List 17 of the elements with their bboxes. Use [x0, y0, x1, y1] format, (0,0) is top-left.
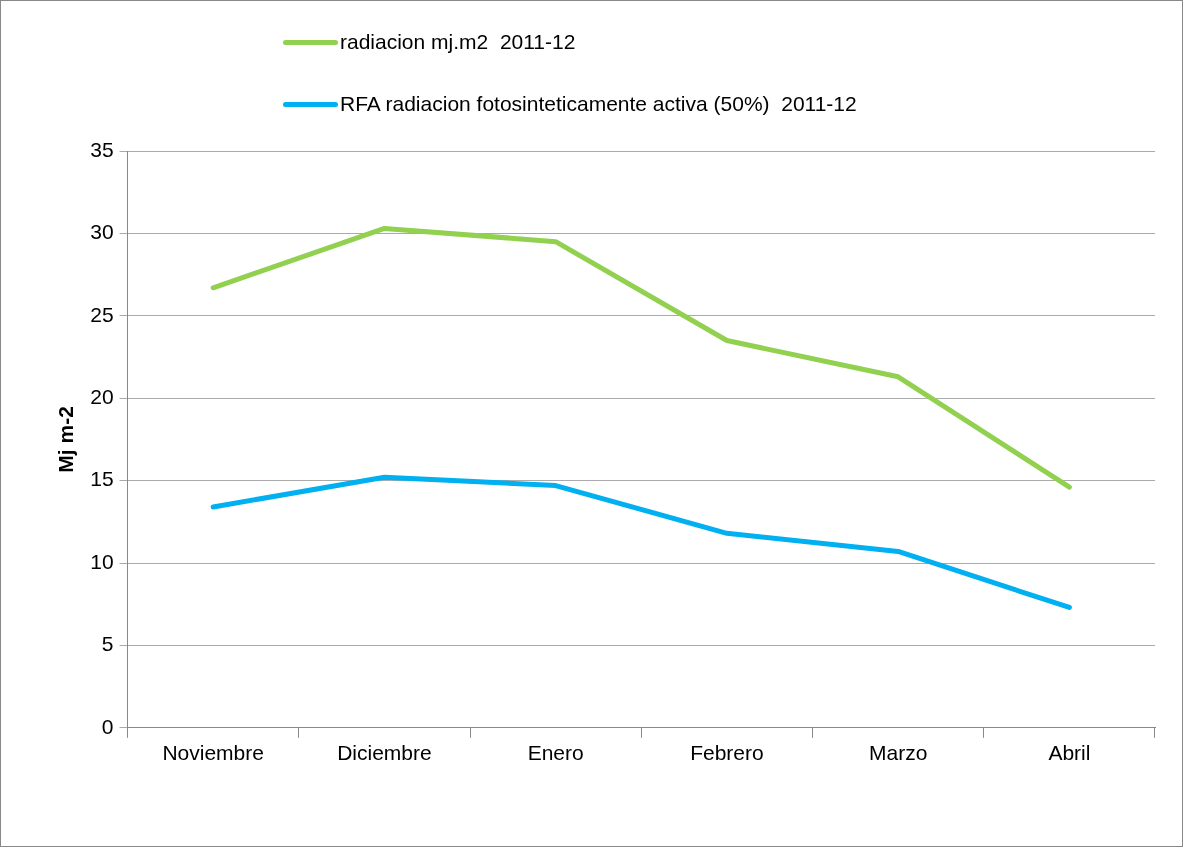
- x-tick-label: Diciembre: [337, 741, 432, 765]
- y-tick-label: 10: [90, 549, 114, 573]
- legend-label: radiacion mj.m2 2011-12: [340, 30, 576, 54]
- y-tick-label: 5: [101, 632, 114, 656]
- legend-label: RFA radiacion fotosinteticamente activa (50%) 2011-12: [340, 92, 857, 116]
- x-tick-label: Enero: [527, 741, 584, 765]
- y-tick-label: 0: [101, 714, 114, 738]
- y-tick-label: 15: [90, 467, 114, 491]
- y-tick-label: 35: [90, 137, 114, 161]
- x-tick-label: Febrero: [690, 741, 764, 765]
- x-tick-label: Marzo: [868, 741, 928, 765]
- x-tick-label: Abril: [1048, 741, 1091, 765]
- x-tick-label: Noviembre: [162, 741, 264, 765]
- y-tick-label: 20: [90, 385, 114, 408]
- y-tick-label: 25: [90, 302, 114, 326]
- y-axis-title: Mj m-2: [54, 406, 78, 473]
- y-tick-label: 30: [90, 220, 114, 244]
